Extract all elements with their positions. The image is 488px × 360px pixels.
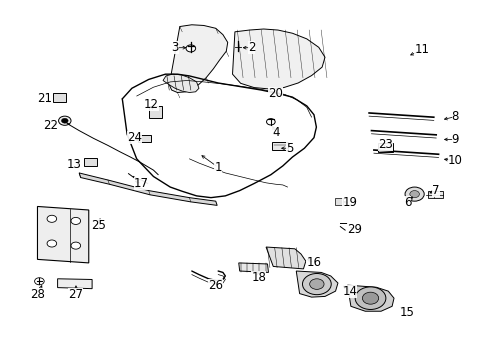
Polygon shape [334, 198, 343, 205]
Text: 8: 8 [451, 110, 458, 123]
Polygon shape [347, 285, 393, 311]
Text: 14: 14 [342, 285, 357, 298]
Polygon shape [38, 207, 89, 263]
Text: 19: 19 [342, 197, 357, 210]
Text: 28: 28 [30, 288, 45, 301]
Polygon shape [377, 143, 392, 153]
Text: 7: 7 [431, 184, 439, 197]
Text: 26: 26 [208, 279, 223, 292]
Circle shape [71, 217, 81, 224]
Text: 18: 18 [251, 270, 266, 284]
Text: 15: 15 [399, 306, 414, 319]
Text: 17: 17 [134, 177, 149, 190]
Polygon shape [296, 271, 337, 297]
Circle shape [71, 242, 81, 249]
Text: 16: 16 [306, 256, 321, 269]
Text: 1: 1 [214, 161, 222, 174]
Polygon shape [138, 135, 151, 142]
Circle shape [266, 118, 275, 125]
Text: 24: 24 [126, 131, 142, 144]
Polygon shape [232, 29, 325, 89]
Text: 13: 13 [67, 158, 81, 171]
Text: 20: 20 [267, 87, 283, 100]
Polygon shape [238, 263, 268, 273]
Polygon shape [169, 25, 227, 93]
Polygon shape [79, 173, 217, 206]
Circle shape [61, 118, 68, 123]
Text: 10: 10 [447, 154, 462, 167]
Text: 23: 23 [378, 138, 392, 151]
Text: 3: 3 [171, 41, 178, 54]
Text: 2: 2 [247, 41, 255, 54]
Polygon shape [84, 158, 97, 166]
Circle shape [185, 45, 195, 52]
Text: 11: 11 [413, 43, 428, 56]
Circle shape [302, 274, 330, 294]
Circle shape [354, 287, 385, 310]
Circle shape [59, 116, 71, 125]
Text: 27: 27 [68, 288, 83, 301]
Polygon shape [272, 142, 287, 150]
Polygon shape [163, 74, 199, 93]
Text: 22: 22 [43, 119, 58, 132]
Circle shape [404, 187, 424, 201]
Text: 29: 29 [346, 223, 362, 236]
Circle shape [47, 215, 57, 222]
Circle shape [362, 292, 378, 304]
Text: 12: 12 [143, 98, 158, 111]
Polygon shape [265, 247, 305, 269]
Text: 6: 6 [403, 197, 410, 210]
Circle shape [309, 279, 324, 289]
Circle shape [35, 278, 44, 285]
Circle shape [47, 240, 57, 247]
Text: 21: 21 [37, 93, 52, 105]
Text: 5: 5 [286, 142, 293, 155]
Text: 9: 9 [451, 133, 458, 146]
Polygon shape [53, 93, 66, 102]
Circle shape [409, 190, 419, 198]
Polygon shape [427, 191, 443, 198]
Text: 25: 25 [91, 219, 105, 232]
Text: 4: 4 [271, 126, 279, 139]
Polygon shape [148, 106, 162, 118]
Polygon shape [58, 279, 92, 289]
